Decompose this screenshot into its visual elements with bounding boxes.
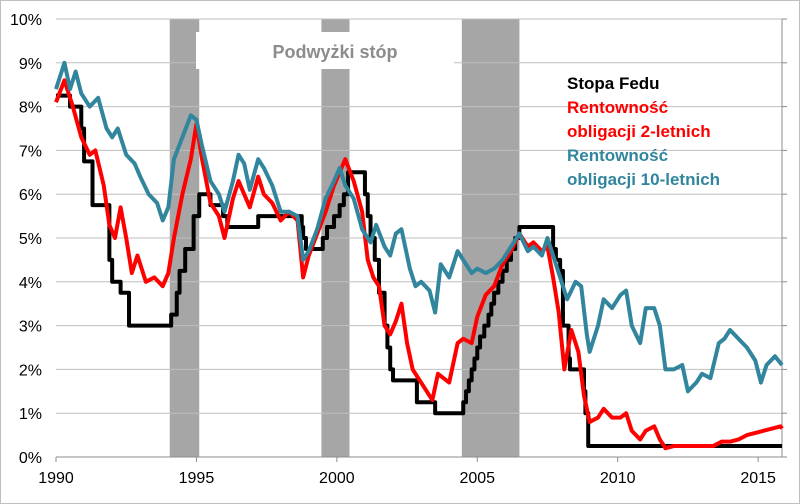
y-tick-label: 2% bbox=[19, 362, 42, 379]
y-tick-label: 9% bbox=[19, 56, 42, 73]
y-tick-label: 0% bbox=[19, 450, 42, 467]
legend-entry-1: Rentowność bbox=[567, 98, 668, 117]
y-tick-label: 6% bbox=[19, 187, 42, 204]
x-tick-label: 2000 bbox=[319, 470, 355, 487]
legend-entry-2: Rentowność bbox=[567, 146, 668, 165]
y-tick-label: 1% bbox=[19, 406, 42, 423]
y-tick-label: 10% bbox=[10, 12, 42, 29]
x-tick-label: 1995 bbox=[179, 470, 215, 487]
legend-entry-0: Stopa Fedu bbox=[567, 74, 660, 93]
y-tick-label: 5% bbox=[19, 231, 42, 248]
x-tick-label: 2005 bbox=[459, 470, 495, 487]
x-tick-label: 2015 bbox=[740, 470, 776, 487]
y-tick-label: 4% bbox=[19, 275, 42, 292]
legend-entry-1: obligacji 2-letnich bbox=[567, 122, 711, 141]
y-tick-label: 8% bbox=[19, 100, 42, 117]
series-line-1 bbox=[54, 78, 784, 451]
legend-entry-2: obligacji 10-letnich bbox=[567, 170, 720, 189]
y-tick-label: 7% bbox=[19, 143, 42, 160]
x-tick-label: 1990 bbox=[38, 470, 74, 487]
annotation-label: Podwyżki stóp bbox=[272, 42, 397, 62]
y-tick-label: 3% bbox=[19, 319, 42, 336]
x-tick-label: 2010 bbox=[600, 470, 636, 487]
series-line-2 bbox=[54, 60, 784, 394]
annotation-box bbox=[196, 32, 454, 69]
